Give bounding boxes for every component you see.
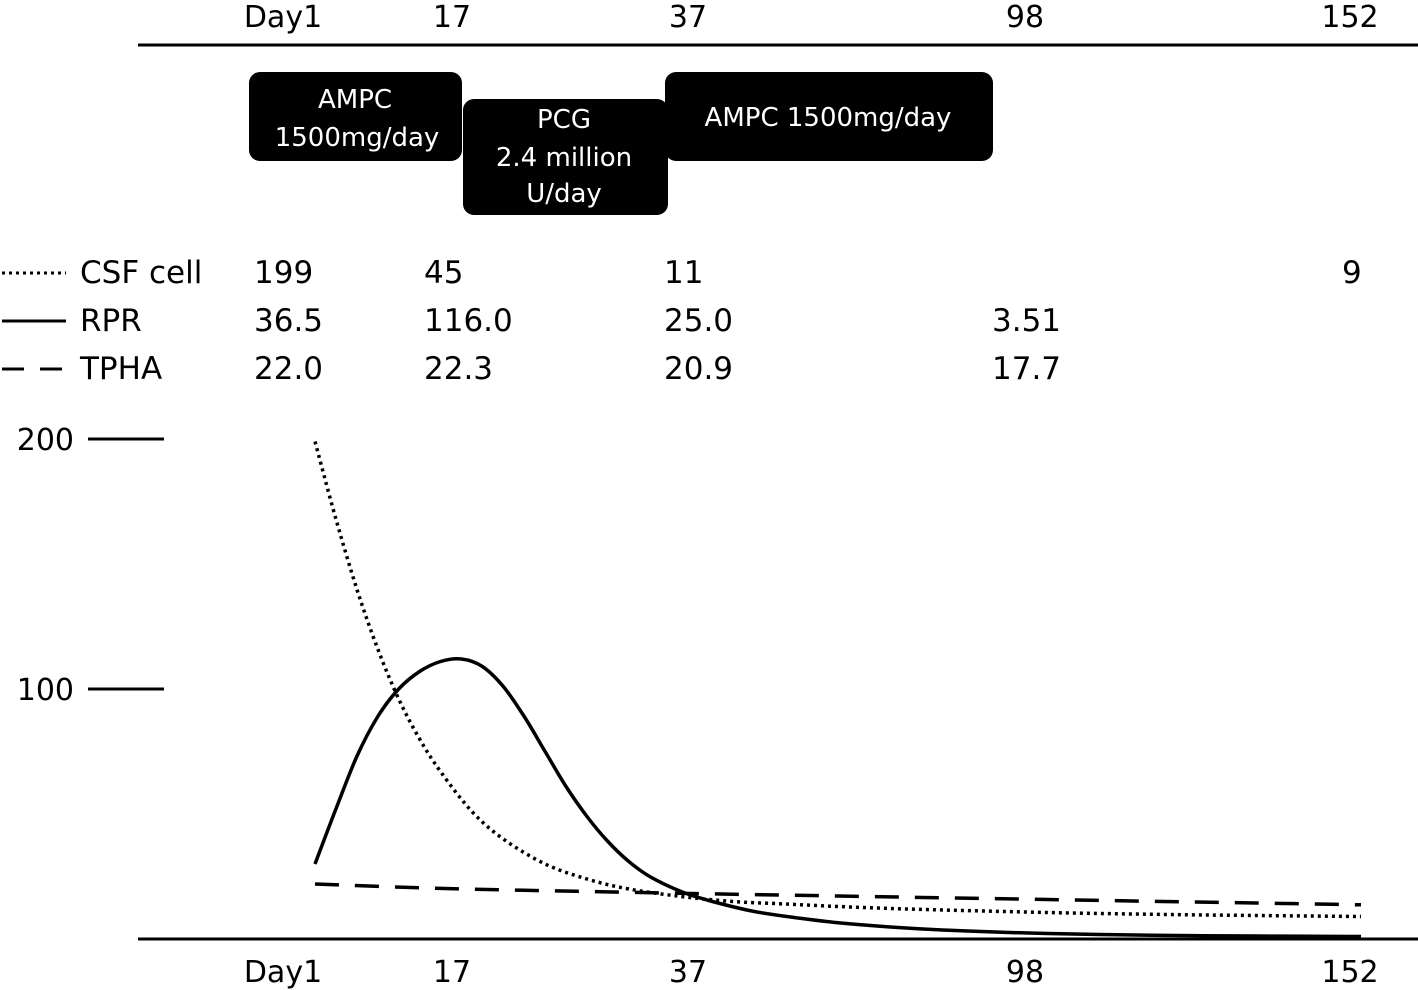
table-value-0-0: 199 <box>254 255 313 291</box>
treatment-box-1-line-2: 1500mg/day <box>275 123 440 153</box>
bottom-tick-label-1: 17 <box>433 955 471 990</box>
curve-csf-cell <box>313 441 1362 919</box>
treatment-box-1-line-1: AMPC <box>318 85 392 115</box>
bottom-tick-label-2: 37 <box>669 955 707 990</box>
bottom-tick-label-4: 152 <box>1321 955 1378 990</box>
table-value-0-1: 45 <box>424 255 463 291</box>
treatment-box-2-line-2: 2.4 million <box>496 143 632 173</box>
table-value-0-2: 11 <box>664 255 703 291</box>
table-value-2-2: 20.9 <box>664 351 733 387</box>
top-tick-label-0: Day1 <box>244 0 322 35</box>
table-value-1-0: 36.5 <box>254 303 323 339</box>
table-value-2-3: 17.7 <box>992 351 1061 387</box>
top-tick-label-4: 152 <box>1321 0 1378 35</box>
treatment-box-1: AMPC 1500mg/day <box>249 72 462 161</box>
plot-area <box>313 441 1362 939</box>
treatment-box-3-rect <box>665 72 993 161</box>
legend-label-rpr: RPR <box>80 303 142 339</box>
table-value-1-3: 3.51 <box>992 303 1061 339</box>
value-table: 199 45 11 9 36.5 116.0 25.0 3.51 22.0 22.3 20.9 17.… <box>254 255 1362 387</box>
top-tick-label-3: 98 <box>1006 0 1044 35</box>
table-value-1-1: 116.0 <box>424 303 513 339</box>
treatment-box-1-rect <box>249 72 462 161</box>
curve-rpr <box>313 657 1362 939</box>
top-tick-label-1: 17 <box>433 0 471 35</box>
y-tick-label-0: 200 <box>17 423 74 458</box>
series-legend: CSF cell RPR TPHA <box>2 255 202 387</box>
top-tick-label-2: 37 <box>669 0 707 35</box>
treatment-box-2: PCG 2.4 million U/day <box>463 99 668 215</box>
table-value-1-2: 25.0 <box>664 303 733 339</box>
curve-tpha <box>314 882 1362 907</box>
table-value-0-4: 9 <box>1342 255 1362 291</box>
treatment-box-3-line-1: AMPC 1500mg/day <box>705 103 952 133</box>
table-value-2-1: 22.3 <box>424 351 493 387</box>
legend-label-csf-cell: CSF cell <box>80 255 202 291</box>
treatment-box-2-rect <box>463 99 668 215</box>
treatment-box-2-line-1: PCG <box>537 105 591 135</box>
treatment-box-3: AMPC 1500mg/day <box>665 72 993 161</box>
treatment-box-2-line-3: U/day <box>526 179 602 209</box>
bottom-tick-label-0: Day1 <box>244 955 322 990</box>
legend-label-tpha: TPHA <box>79 351 162 387</box>
bottom-tick-label-3: 98 <box>1006 955 1044 990</box>
table-value-2-0: 22.0 <box>254 351 323 387</box>
y-tick-label-1: 100 <box>17 673 74 708</box>
